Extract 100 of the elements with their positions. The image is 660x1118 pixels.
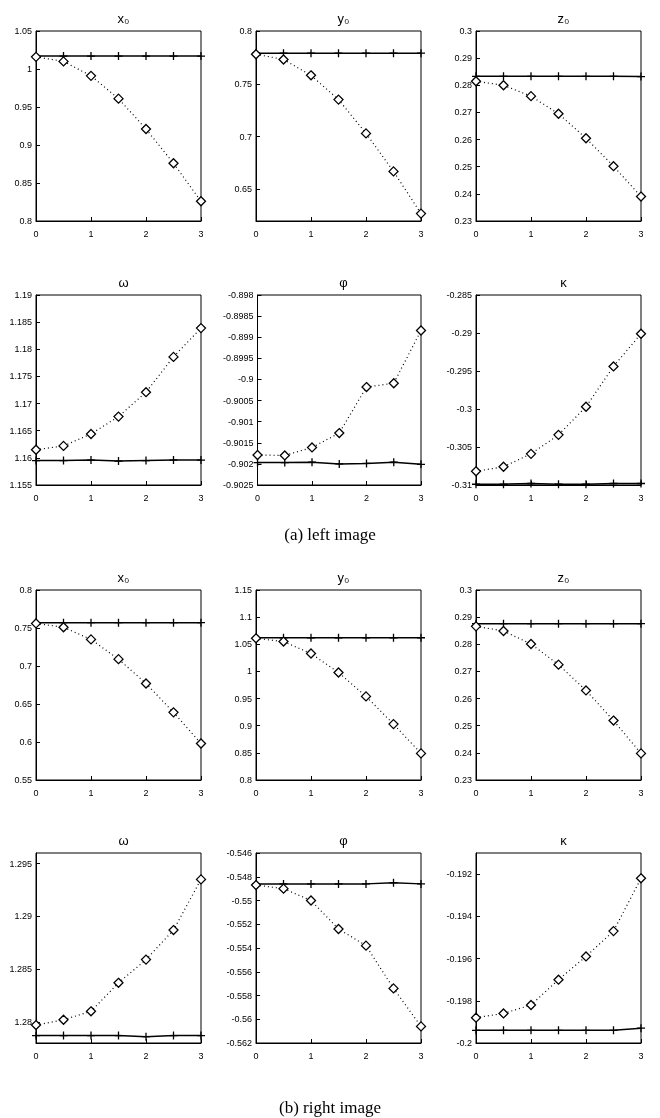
x-tick-label: 0 xyxy=(253,1050,259,1061)
x-tick-label: 1 xyxy=(528,1050,534,1061)
y-tick-label: 0.28 xyxy=(454,639,472,650)
x-tick-label: 1 xyxy=(528,492,534,503)
y-tick-label: 0.95 xyxy=(234,693,252,704)
y-tick-label: -0.194 xyxy=(446,911,472,922)
y-tick-label: 0.29 xyxy=(454,53,472,64)
x-tick-label: 2 xyxy=(363,228,369,239)
chart-title: x₀ xyxy=(117,11,130,26)
chart-title: κ xyxy=(560,833,568,848)
chart-title: ω xyxy=(118,833,129,848)
x-tick-label: 0 xyxy=(473,492,479,503)
y-tick-label: -0.901 xyxy=(227,416,254,427)
y-tick-label: 1 xyxy=(26,64,32,74)
x-tick-label: 3 xyxy=(638,492,644,503)
y-tick-label: -0.192 xyxy=(446,869,472,880)
y-tick-label: 0.9 xyxy=(19,140,32,150)
y-tick-label: 1 xyxy=(246,666,252,677)
chart-title: ω xyxy=(118,275,129,290)
y-tick-label: 0.3 xyxy=(459,26,472,36)
y-tick-label: 0.23 xyxy=(454,775,472,785)
y-tick-label: -0.55 xyxy=(231,895,252,906)
x-tick-label: 1 xyxy=(88,492,94,503)
y-tick-label: 0.6 xyxy=(19,737,32,747)
y-tick-label: 1.16 xyxy=(14,452,32,463)
y-tick-label: 0.28 xyxy=(454,80,472,91)
x-tick-label: 2 xyxy=(583,1050,589,1061)
x-tick-label: 3 xyxy=(198,492,204,503)
y-tick-label: 0.95 xyxy=(14,102,32,112)
y-tick-label: -0.562 xyxy=(226,1038,252,1048)
x-tick-label: 3 xyxy=(198,228,204,239)
y-tick-label: 0.8 xyxy=(19,216,32,226)
y-tick-label: 1.28 xyxy=(14,1016,32,1027)
y-tick-label: -0.56 xyxy=(231,1014,252,1025)
chart-title: y₀ xyxy=(337,570,350,585)
y-tick-label: -0.548 xyxy=(226,871,252,882)
y-tick-label: -0.556 xyxy=(226,966,252,977)
y-tick-label: 1.19 xyxy=(14,290,32,300)
y-tick-label: -0.899 xyxy=(227,332,254,343)
y-tick-label: 0.7 xyxy=(19,661,32,671)
y-tick-label: 0.23 xyxy=(454,216,472,226)
chart-title: κ xyxy=(560,275,568,290)
x-tick-label: 3 xyxy=(638,1050,644,1061)
x-tick-label: 1 xyxy=(308,1050,314,1061)
y-tick-label: 0.85 xyxy=(14,178,32,188)
y-tick-label: 1.185 xyxy=(9,317,32,328)
x-tick-label: 1 xyxy=(308,228,314,239)
y-tick-label: 1.155 xyxy=(9,480,32,490)
y-tick-label: 0.75 xyxy=(14,623,32,633)
y-tick-label: -0.285 xyxy=(446,290,472,300)
y-tick-label: -0.29 xyxy=(451,328,472,338)
x-tick-label: 3 xyxy=(418,228,424,239)
y-tick-label: 0.29 xyxy=(454,612,472,623)
x-tick-label: 0 xyxy=(33,228,39,239)
y-tick-label: 0.9 xyxy=(239,720,252,731)
x-tick-label: 0 xyxy=(33,492,39,503)
y-tick-label: -0.902 xyxy=(227,458,254,469)
x-tick-label: 0 xyxy=(255,492,261,503)
y-tick-label: -0.9015 xyxy=(222,437,254,448)
x-tick-label: 0 xyxy=(253,787,259,798)
x-tick-label: 3 xyxy=(418,1050,424,1061)
y-tick-label: 1.15 xyxy=(234,585,252,595)
x-tick-label: 1 xyxy=(88,228,94,239)
y-tick-label: -0.898 xyxy=(227,290,254,300)
x-tick-label: 2 xyxy=(364,492,370,503)
x-tick-label: 2 xyxy=(143,787,149,798)
y-tick-label: 0.3 xyxy=(459,585,472,595)
y-tick-label: 0.7 xyxy=(239,131,252,142)
y-tick-label: 0.26 xyxy=(454,693,472,704)
x-tick-label: 1 xyxy=(88,1050,94,1061)
y-tick-label: -0.8995 xyxy=(222,353,254,364)
x-tick-label: 3 xyxy=(198,1050,204,1061)
x-tick-label: 1 xyxy=(308,787,314,798)
x-tick-label: 2 xyxy=(143,228,149,239)
y-tick-label: 1.1 xyxy=(239,612,252,623)
x-tick-label: 2 xyxy=(583,228,589,239)
y-tick-label: 1.175 xyxy=(9,371,32,382)
y-tick-label: 0.8 xyxy=(239,26,252,36)
x-tick-label: 3 xyxy=(418,492,424,503)
y-tick-label: 0.65 xyxy=(234,184,252,195)
x-tick-label: 2 xyxy=(363,787,369,798)
y-tick-label: -0.305 xyxy=(446,442,472,452)
x-tick-label: 2 xyxy=(143,1050,149,1061)
y-tick-label: -0.8985 xyxy=(222,311,254,322)
y-tick-label: -0.3 xyxy=(456,404,472,414)
text: (a) left image xyxy=(284,525,376,544)
y-tick-label: -0.9025 xyxy=(222,480,254,490)
x-tick-label: 3 xyxy=(638,787,644,798)
x-tick-label: 0 xyxy=(473,787,479,798)
y-tick-label: -0.295 xyxy=(446,366,472,376)
y-tick-label: 0.26 xyxy=(454,134,472,145)
y-tick-label: -0.9 xyxy=(238,374,254,385)
y-tick-label: -0.552 xyxy=(226,919,252,930)
text: (b) right image xyxy=(279,1098,381,1117)
y-tick-label: 0.55 xyxy=(14,775,32,785)
x-tick-label: 2 xyxy=(143,492,149,503)
y-tick-label: -0.31 xyxy=(451,480,472,490)
y-tick-label: 1.165 xyxy=(9,425,32,436)
y-tick-label: -0.558 xyxy=(226,990,252,1001)
x-tick-label: 1 xyxy=(88,787,94,798)
